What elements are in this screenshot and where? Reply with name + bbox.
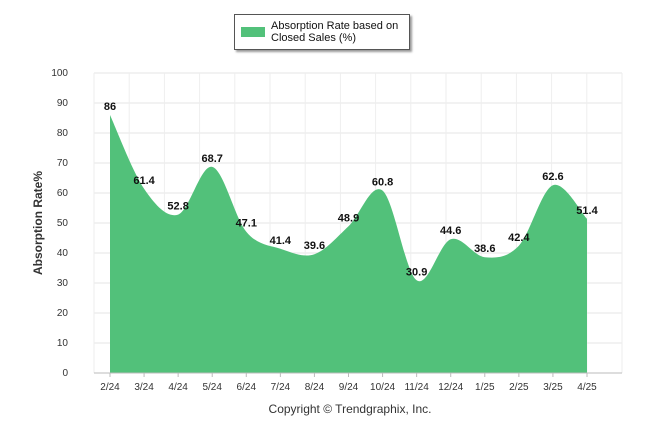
y-axis-title: Absorption Rate% [31, 171, 45, 275]
y-tick-label: 70 [57, 158, 69, 169]
data-label: 30.9 [406, 266, 427, 278]
x-tick-label: 5/24 [202, 382, 222, 393]
legend-label: Absorption Rate based on Closed Sales (%… [271, 20, 399, 44]
x-tick-label: 9/24 [339, 382, 359, 393]
data-label: 86 [104, 101, 116, 113]
x-tick-label: 1/25 [475, 382, 495, 393]
x-tick-label: 8/24 [305, 382, 325, 393]
x-tick-label: 2/24 [100, 382, 120, 393]
y-tick-label: 20 [57, 308, 69, 319]
data-label: 38.6 [474, 243, 495, 255]
y-tick-label: 0 [62, 368, 68, 379]
data-label: 42.4 [508, 232, 530, 244]
x-tick-label: 4/24 [168, 382, 188, 393]
data-label: 62.6 [542, 171, 563, 183]
x-tick-label: 2/25 [509, 382, 529, 393]
x-tick-label: 4/25 [577, 382, 597, 393]
y-tick-label: 10 [57, 338, 69, 349]
copyright-text: Copyright © Trendgraphix, Inc. [268, 402, 432, 416]
data-label: 47.1 [236, 218, 257, 230]
data-label: 52.8 [167, 201, 188, 213]
data-label: 51.4 [576, 205, 598, 217]
data-label: 61.4 [133, 175, 155, 187]
x-tick-label: 6/24 [237, 382, 257, 393]
data-label: 39.6 [304, 240, 325, 252]
x-tick-label: 11/24 [404, 382, 429, 393]
x-tick-label: 12/24 [438, 382, 463, 393]
legend-swatch [241, 27, 265, 37]
x-tick-label: 3/24 [134, 382, 154, 393]
x-tick-label: 10/24 [370, 382, 395, 393]
x-tick-label: 7/24 [271, 382, 291, 393]
y-tick-label: 80 [57, 128, 69, 139]
series-area [110, 115, 587, 373]
y-tick-label: 30 [57, 278, 69, 289]
data-label: 41.4 [270, 235, 292, 247]
y-tick-label: 40 [57, 248, 69, 259]
data-label: 44.6 [440, 225, 461, 237]
area-chart: 0 10 20 30 40 50 60 70 80 90 100 2/24 3/24 4/24 5/24 6/… [31, 68, 623, 393]
x-tick-label: 3/25 [543, 382, 563, 393]
y-tick-label: 100 [51, 68, 68, 79]
data-label: 68.7 [202, 153, 223, 165]
y-tick-label: 60 [57, 188, 69, 199]
y-tick-label: 50 [57, 218, 69, 229]
y-tick-label: 90 [57, 98, 69, 109]
chart-legend: Absorption Rate based on Closed Sales (%… [234, 14, 410, 50]
data-label: 48.9 [338, 212, 359, 224]
data-label: 60.8 [372, 177, 393, 189]
